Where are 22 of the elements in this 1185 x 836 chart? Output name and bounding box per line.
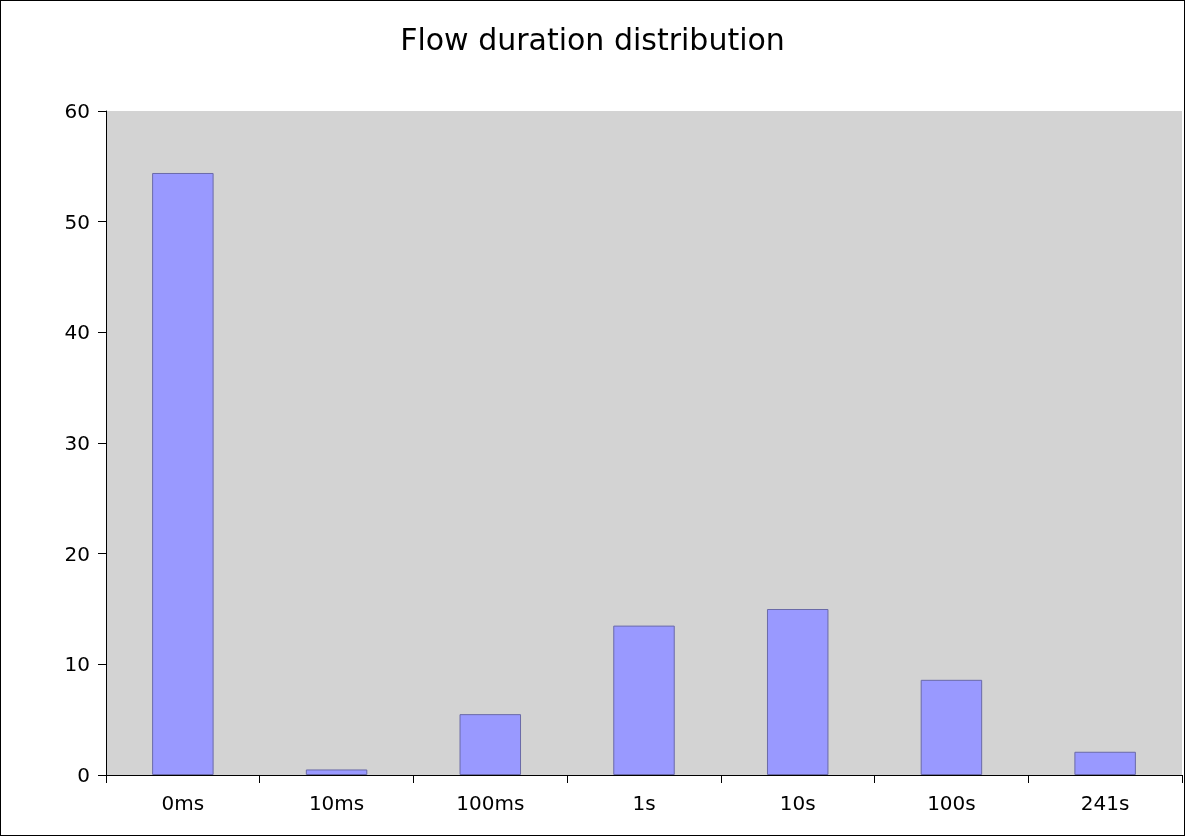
- y-tick-label: 50: [64, 209, 90, 234]
- bar: [766, 609, 829, 775]
- chart-title: Flow duration distribution: [400, 21, 785, 57]
- y-tick-label: 30: [64, 431, 90, 455]
- x-tick-label: 100ms: [456, 791, 525, 815]
- x-tick-label: 0ms: [161, 791, 205, 815]
- bar: [305, 769, 368, 775]
- x-tick-label: 1s: [632, 791, 656, 815]
- x-tick-label: 241s: [1080, 791, 1130, 815]
- x-tick-label: 10ms: [308, 791, 365, 815]
- y-tick-label: 20: [64, 541, 90, 566]
- bar: [152, 172, 214, 775]
- bar: [459, 714, 522, 775]
- bar: [613, 625, 675, 775]
- y-tick-label: 40: [64, 320, 90, 345]
- bar: [920, 679, 983, 775]
- y-tick-label: 10: [64, 652, 90, 677]
- x-tick-label: 100s: [927, 791, 976, 815]
- y-tick-label: 60: [64, 99, 90, 123]
- bar: [1074, 751, 1136, 775]
- y-tick-label: 0: [77, 763, 90, 787]
- x-tick-label: 10s: [779, 791, 816, 815]
